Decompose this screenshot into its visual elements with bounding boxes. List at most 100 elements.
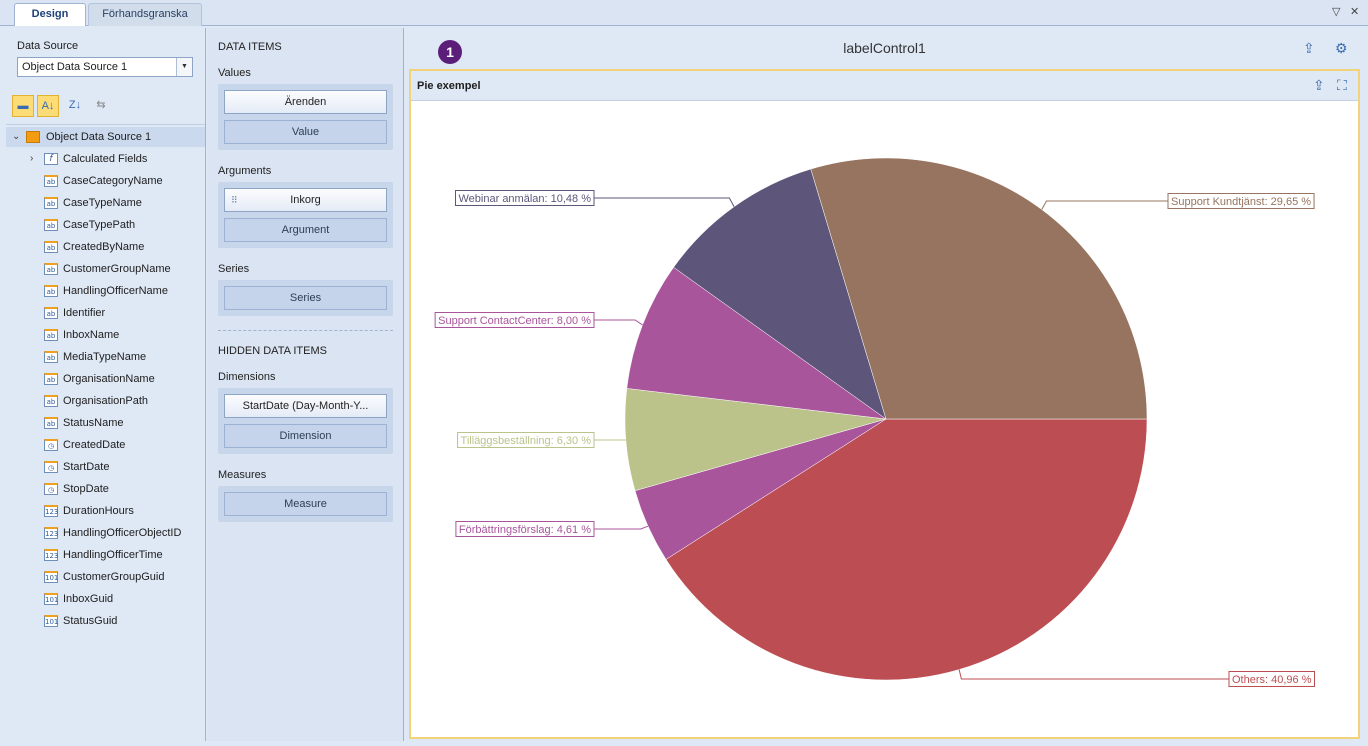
data-source-label: Data Source (17, 40, 79, 52)
string-field-icon: ab (44, 395, 58, 407)
field-item[interactable]: ab HandlingOfficerName (6, 281, 205, 301)
string-field-icon: ab (44, 373, 58, 385)
pie-label-box (1167, 193, 1315, 209)
dimension-item-startdate[interactable]: StartDate (Day-Month-Y... (224, 394, 387, 418)
measures-label: Measures (218, 469, 267, 481)
field-item[interactable]: 123 HandlingOfficerTime (6, 545, 205, 565)
string-field-icon: ab (44, 197, 58, 209)
series-group: Series (218, 280, 393, 316)
collapse-icon[interactable]: ⌄ (12, 131, 21, 142)
dropdown-menu-icon[interactable]: ▽ (1332, 6, 1341, 18)
sort-ascending-button[interactable]: A↓ (37, 95, 59, 117)
close-icon[interactable]: ✕ (1350, 6, 1360, 18)
dimension-placeholder[interactable]: Dimension (224, 424, 387, 448)
field-item[interactable]: ab CaseTypePath (6, 215, 205, 235)
field-label: OrganisationName (63, 373, 155, 385)
field-item[interactable]: ab InboxName (6, 325, 205, 345)
field-label: HandlingOfficerTime (63, 549, 163, 561)
tree-root[interactable]: ⌄ Object Data Source 1 (6, 127, 205, 147)
measures-group: Measure (218, 486, 393, 522)
parameters-icon[interactable]: ⚙ (1335, 40, 1348, 56)
data-items-header: DATA ITEMS (218, 41, 282, 53)
field-label: CustomerGroupGuid (63, 571, 165, 583)
field-label: StatusName (63, 417, 124, 429)
pie-label-box (455, 190, 595, 206)
pie-chart-card[interactable]: Pie exempel ⇪ ⛶ Others: 40,96 % Förbättri… (409, 69, 1360, 739)
field-item[interactable]: ab CaseCategoryName (6, 171, 205, 191)
pie-slice-label: Support Kundtjänst: 29,65 % (1171, 196, 1311, 208)
pie-slice[interactable] (626, 266, 887, 420)
field-item[interactable]: 101 StatusGuid (6, 611, 205, 631)
field-item[interactable]: ab MediaTypeName (6, 347, 205, 367)
field-item[interactable]: 123 HandlingOfficerObjectID (6, 523, 205, 543)
field-item[interactable]: ab StatusName (6, 413, 205, 433)
date-field-icon: ◷ (44, 439, 58, 451)
pie-slice[interactable] (673, 168, 887, 420)
pie-slice-label: Support ContactCenter: 8,00 % (438, 315, 591, 327)
date-field-icon: ◷ (44, 461, 58, 473)
field-item[interactable]: ◷ CreatedDate (6, 435, 205, 455)
string-field-icon: ab (44, 241, 58, 253)
argument-item-inkorg[interactable]: ⠿ Inkorg (224, 188, 387, 212)
measure-placeholder[interactable]: Measure (224, 492, 387, 516)
pie-leader-line (1041, 200, 1168, 210)
string-field-icon: ab (44, 219, 58, 231)
card-title: Pie exempel (417, 80, 481, 92)
field-label: Identifier (63, 307, 106, 319)
string-field-icon: ab (44, 329, 58, 341)
field-list-panel: Data Source Object Data Source 1 ▼ ▬ A↓ … (6, 28, 206, 741)
field-item[interactable]: ◷ StopDate (6, 479, 205, 499)
argument-placeholder[interactable]: Argument (224, 218, 387, 242)
string-field-icon: ab (44, 307, 58, 319)
chevron-down-icon[interactable]: ▼ (176, 58, 192, 76)
expand-icon[interactable]: › (30, 153, 34, 164)
value-placeholder[interactable]: Value (224, 120, 387, 144)
field-item[interactable]: ab OrganisationName (6, 369, 205, 389)
pie-slice[interactable] (665, 418, 1148, 681)
field-label: Calculated Fields (63, 153, 148, 165)
value-item-arenden[interactable]: Ärenden (224, 90, 387, 114)
field-label: MediaTypeName (63, 351, 147, 363)
guid-field-icon: 101 (44, 593, 58, 605)
pie-slice-label: Förbättringsförslag: 4,61 % (459, 524, 591, 536)
field-item[interactable]: ab CustomerGroupName (6, 259, 205, 279)
field-item[interactable]: ab OrganisationPath (6, 391, 205, 411)
tab-preview[interactable]: Förhandsgranska (88, 3, 202, 26)
field-label: DurationHours (63, 505, 134, 517)
refresh-fields-button[interactable]: ⇆ (96, 99, 106, 111)
field-item[interactable]: 101 CustomerGroupGuid (6, 567, 205, 587)
pie-slice-label: Others: 40,96 % (1232, 674, 1312, 686)
dimensions-label: Dimensions (218, 371, 276, 383)
field-item[interactable]: ab CaseTypeName (6, 193, 205, 213)
number-field-icon: 123 (44, 549, 58, 561)
field-tree: ⌄ Object Data Source 1 › f Calculated Fields… (6, 124, 205, 741)
pie-leader-line (594, 525, 649, 530)
export-icon[interactable]: ⇪ (1313, 77, 1325, 93)
field-item[interactable]: ab Identifier (6, 303, 205, 323)
export-icon[interactable]: ⇪ (1303, 40, 1315, 56)
grid-icon: ⠿ (231, 195, 238, 205)
field-label: StopDate (63, 483, 109, 495)
field-label: CustomerGroupName (63, 263, 171, 275)
maximize-icon[interactable]: ⛶ (1337, 77, 1347, 93)
group-by-type-button[interactable]: ▬ (12, 95, 34, 117)
argument-item-label: Inkorg (290, 194, 321, 206)
pie-slice-label: Tilläggsbeställning: 6,30 % (461, 435, 592, 447)
tab-strip: Design Förhandsgranska ▽ ✕ (0, 0, 1368, 26)
data-source-select[interactable]: Object Data Source 1 ▼ (17, 57, 193, 77)
pie-slice[interactable] (810, 157, 1148, 420)
field-item[interactable]: › f Calculated Fields (6, 149, 205, 169)
field-item[interactable]: ab CreatedByName (6, 237, 205, 257)
hidden-data-items-header: HIDDEN DATA ITEMS (218, 345, 327, 357)
field-item[interactable]: 123 DurationHours (6, 501, 205, 521)
card-header: Pie exempel ⇪ ⛶ (411, 71, 1358, 101)
datasource-icon (26, 131, 40, 143)
tab-design[interactable]: Design (14, 3, 86, 26)
calculated-fields-icon: f (44, 153, 58, 165)
dashboard-surface: 1 labelControl1 ⇪ ⚙ Pie exempel ⇪ ⛶ Othe… (406, 28, 1363, 741)
dimensions-group: StartDate (Day-Month-Y... Dimension (218, 388, 393, 454)
series-placeholder[interactable]: Series (224, 286, 387, 310)
field-item[interactable]: 101 InboxGuid (6, 589, 205, 609)
sort-descending-button[interactable]: Z↓ (68, 99, 82, 111)
field-item[interactable]: ◷ StartDate (6, 457, 205, 477)
